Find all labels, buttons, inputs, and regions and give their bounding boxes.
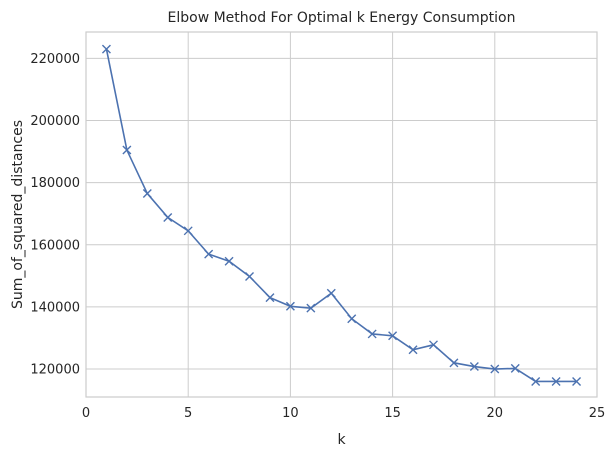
series-line — [105, 48, 577, 383]
x-tick-label: 25 — [589, 406, 606, 421]
data-point — [183, 226, 193, 236]
data-point — [531, 376, 541, 386]
y-tick-label: 200000 — [30, 114, 80, 129]
y-tick-label: 220000 — [30, 52, 80, 67]
y-tick-label: 140000 — [30, 300, 80, 315]
data-point — [122, 145, 132, 155]
data-point — [163, 212, 173, 222]
data-point — [306, 303, 316, 313]
data-point — [367, 329, 377, 339]
data-point — [408, 345, 418, 355]
data-point — [265, 293, 275, 303]
x-tick-label: 0 — [82, 406, 90, 421]
data-point — [510, 363, 520, 373]
x-tick-label: 5 — [184, 406, 192, 421]
y-tick-label: 180000 — [30, 176, 80, 191]
y-tick-label: 160000 — [30, 238, 80, 253]
data-point — [101, 44, 111, 54]
plot-frame — [85, 31, 598, 398]
chart-title: Elbow Method For Optimal k Energy Consum… — [168, 10, 516, 26]
y-axis-label: Sum_of_squared_distances — [10, 120, 26, 309]
x-axis-label: k — [337, 432, 346, 448]
series-layer — [101, 44, 582, 386]
data-point — [285, 301, 295, 311]
y-tick-label: 120000 — [30, 363, 80, 378]
data-point — [469, 362, 479, 372]
data-point — [449, 358, 459, 368]
data-point — [388, 331, 398, 341]
data-point — [142, 189, 152, 199]
data-point — [347, 314, 357, 324]
data-point — [224, 256, 234, 266]
data-point — [245, 271, 255, 281]
grid — [85, 32, 598, 397]
data-point — [551, 376, 561, 386]
data-point — [490, 364, 500, 374]
data-point — [326, 288, 336, 298]
x-tick-label: 20 — [487, 406, 504, 421]
tick-labels: 0 5 10 15 20 25 120000 140000 160000 180000 200000… — [30, 52, 605, 421]
x-tick-label: 15 — [384, 406, 401, 421]
data-point — [204, 249, 214, 259]
x-tick-label: 10 — [282, 406, 299, 421]
data-point — [428, 340, 438, 350]
data-point — [572, 376, 582, 386]
